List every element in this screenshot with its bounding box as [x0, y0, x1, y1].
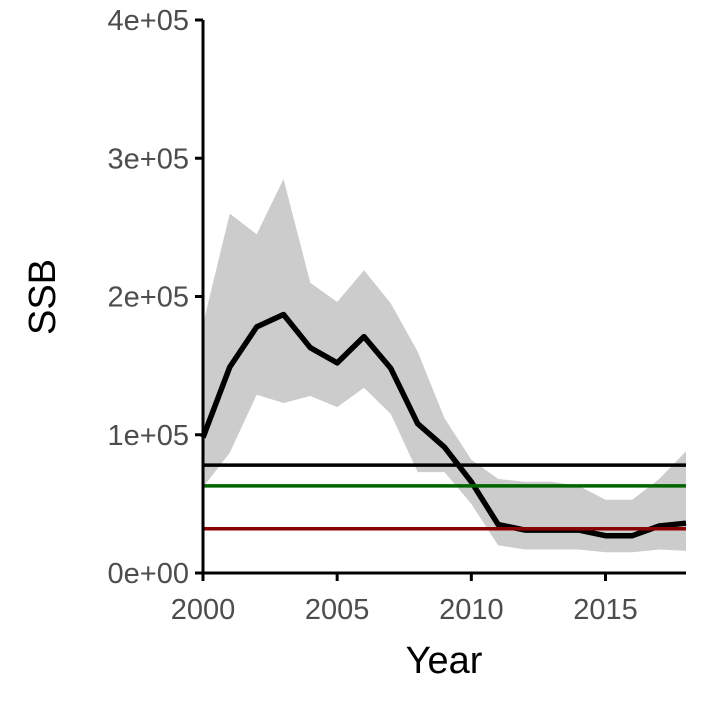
x-tick-label: 2005 — [305, 594, 370, 626]
x-ticks-layer: 2000 2005 2010 2015 — [171, 573, 638, 626]
y-ticks-layer: 0e+00 1e+05 2e+05 3e+05 4e+05 — [108, 5, 203, 590]
confidence-band — [203, 179, 686, 553]
x-axis-title: Year — [406, 640, 483, 682]
x-tick-label: 2015 — [573, 594, 638, 626]
reference-lines-layer — [203, 463, 686, 531]
y-axis-title: SSB — [22, 259, 64, 335]
y-tick-label: 2e+05 — [108, 282, 189, 314]
confidence-band-layer — [203, 179, 686, 553]
y-tick-label: 1e+05 — [108, 420, 189, 452]
ssb-series-line — [200, 311, 687, 539]
y-tick-label: 4e+05 — [108, 5, 189, 37]
x-tick-label: 2010 — [439, 594, 504, 626]
x-tick-label: 2000 — [171, 594, 236, 626]
y-tick-label: 3e+05 — [108, 143, 189, 175]
series-line-layer — [200, 311, 687, 539]
y-tick-label: 0e+00 — [108, 558, 189, 590]
